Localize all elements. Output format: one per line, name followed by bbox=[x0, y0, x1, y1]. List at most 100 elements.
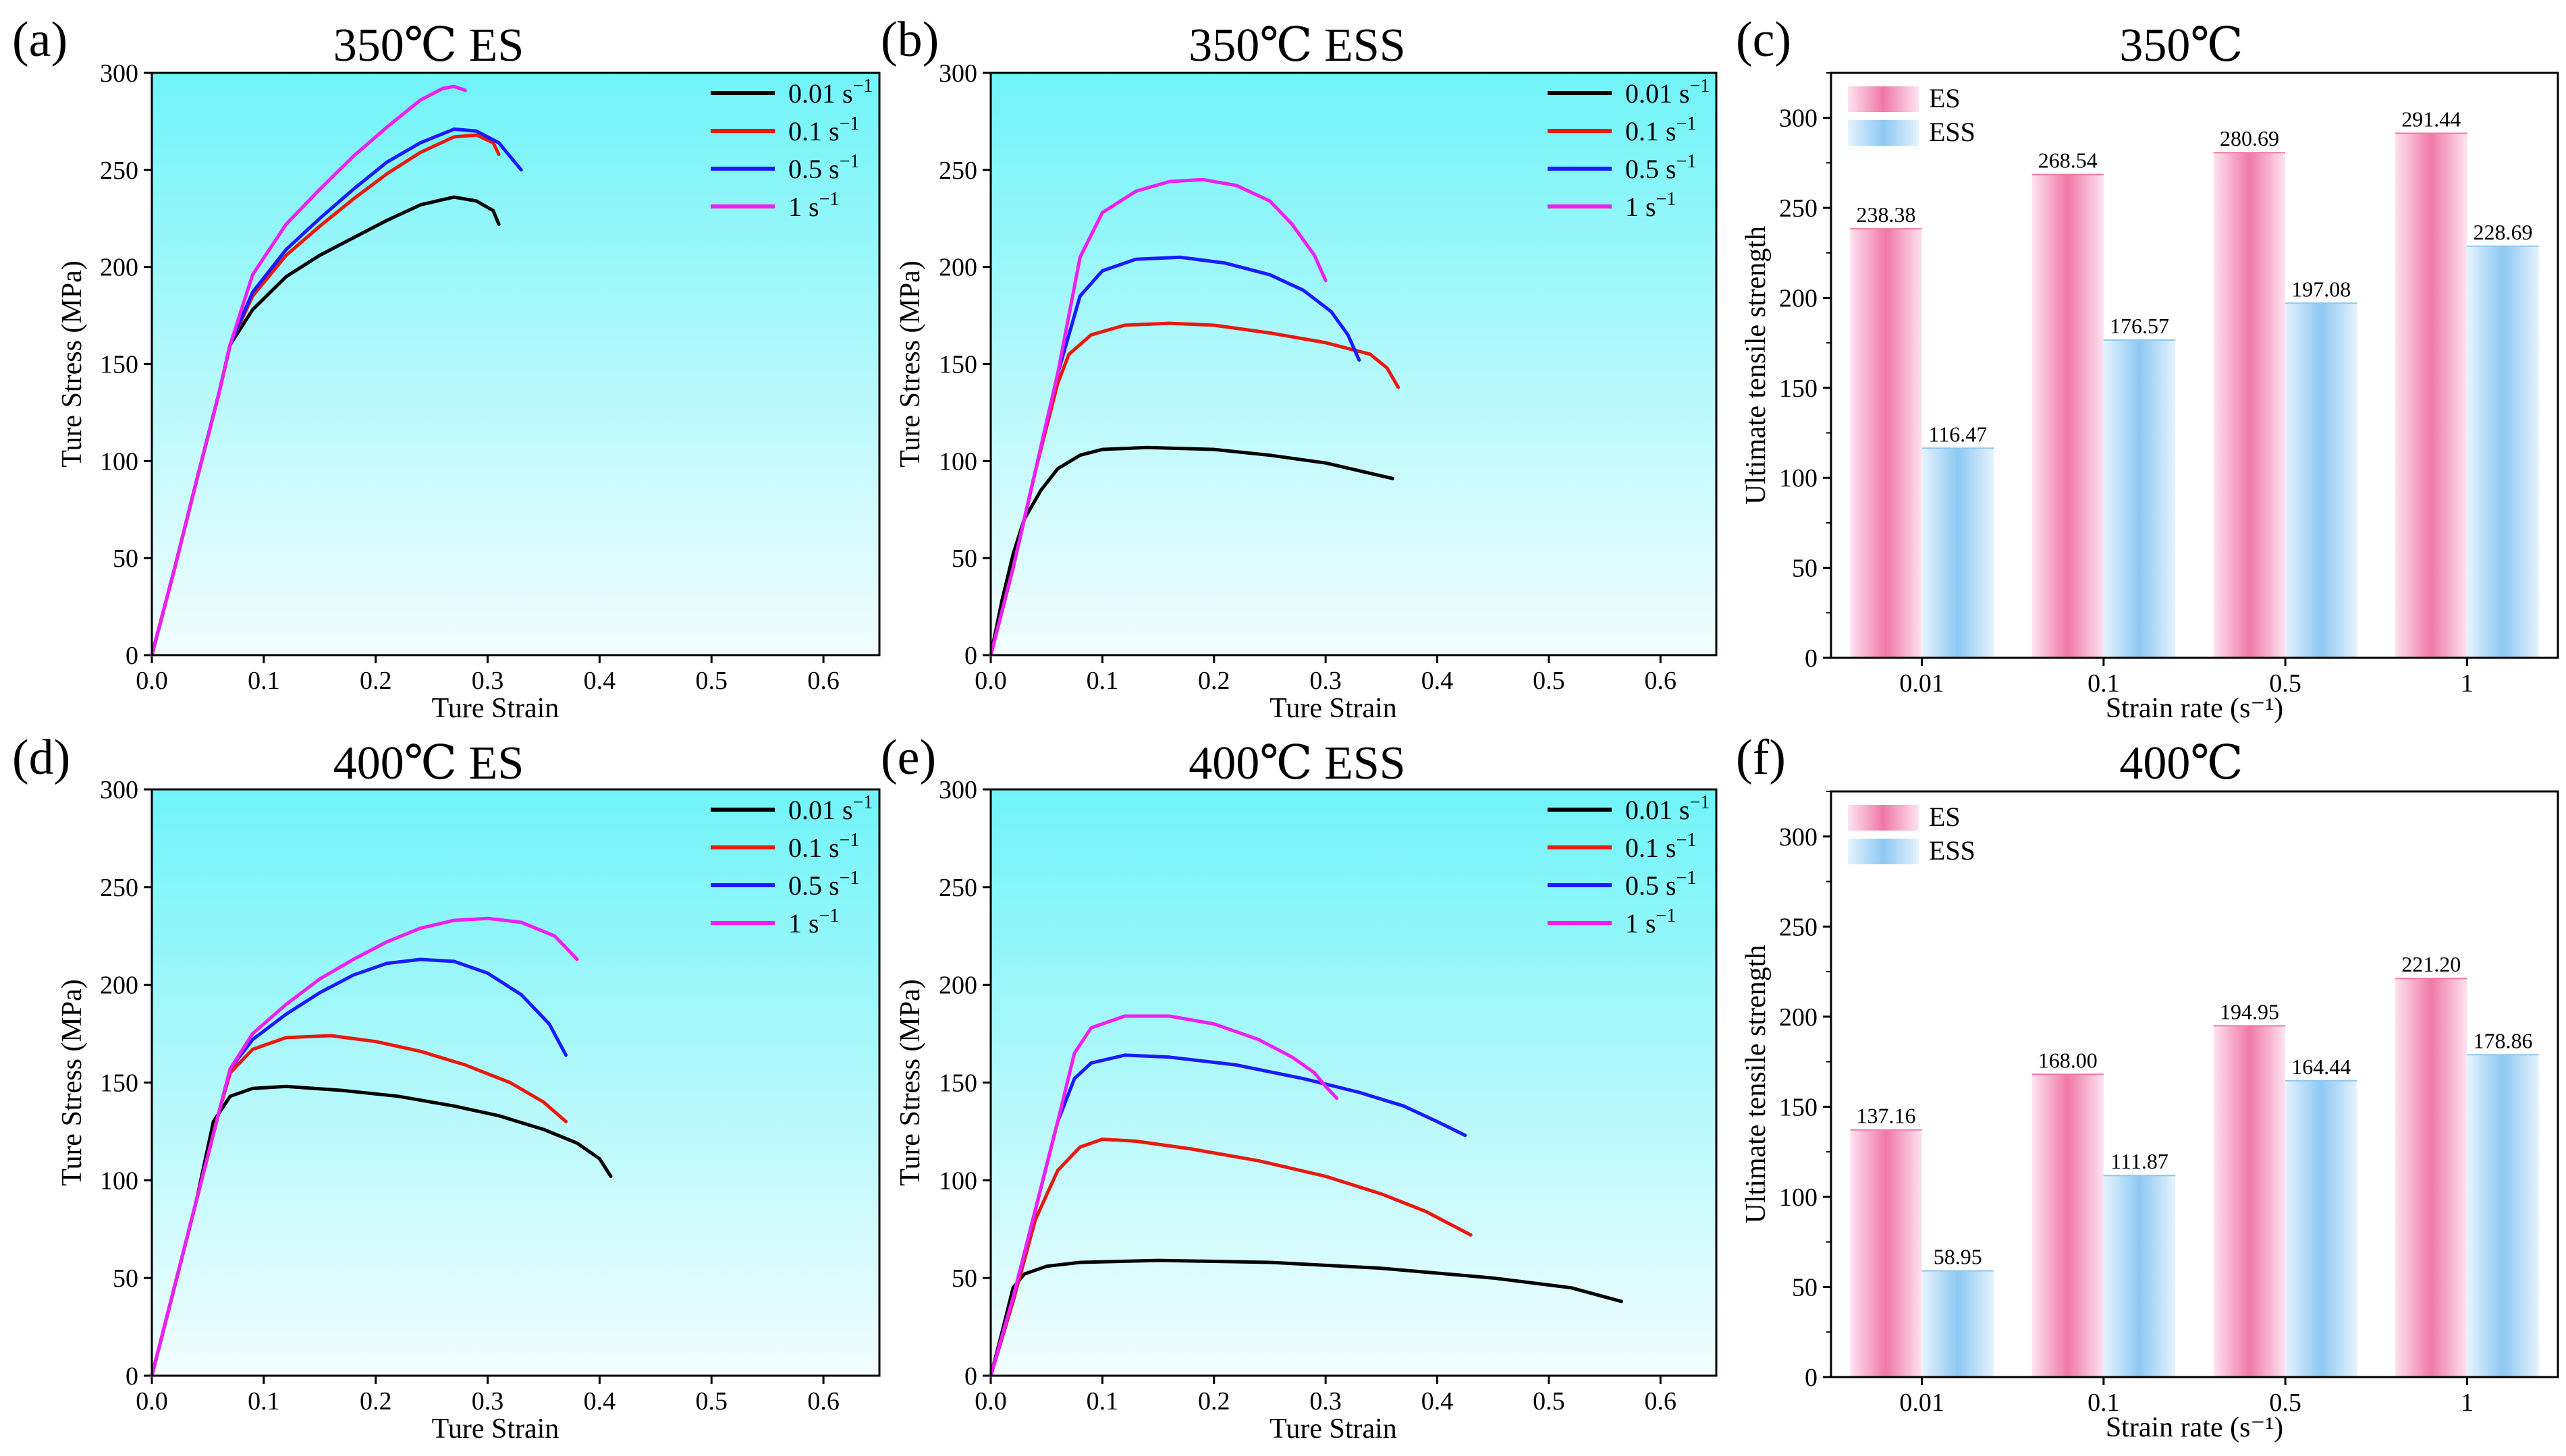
plot-background bbox=[152, 789, 879, 1376]
x-axis-label: Ture Strain bbox=[432, 1413, 559, 1445]
x-tick-label: 0.1 bbox=[2087, 1389, 2120, 1417]
bar-ESS-1 bbox=[2467, 1055, 2539, 1377]
y-tick-label: 50 bbox=[1792, 555, 1818, 583]
x-tick-label: 0.5 bbox=[695, 667, 728, 695]
data-label: 137.16 bbox=[1856, 1104, 1915, 1128]
x-tick-label: 0.01 bbox=[1899, 669, 1944, 698]
x-tick-label: 0.0 bbox=[975, 667, 1007, 695]
y-axis-label: Ture Stress (MPa) bbox=[57, 260, 88, 467]
legend-label: 0.01 s−1 bbox=[1625, 76, 1710, 109]
panel-b: (b) 350℃ ESS 0 50 100 150 200 250 300 0.0 0.1 0.2 0.… bbox=[881, 12, 1718, 724]
legend-label: 0.01 s−1 bbox=[788, 76, 873, 109]
bar-ES-0.1 bbox=[2031, 1074, 2104, 1377]
panel-label: (a) bbox=[12, 12, 67, 67]
plot-frame bbox=[151, 72, 881, 656]
x-axis-label: Ture Strain bbox=[1270, 693, 1397, 724]
x-tick-label: 0.3 bbox=[472, 667, 504, 695]
y-tick-label: 200 bbox=[100, 254, 138, 282]
panel-label: (d) bbox=[12, 730, 70, 785]
panel-label: (c) bbox=[1736, 12, 1791, 67]
x-tick-label: 0.6 bbox=[807, 1387, 840, 1416]
y-tick-label: 100 bbox=[939, 447, 977, 476]
y-tick-label: 300 bbox=[1779, 823, 1818, 851]
bar-ES-1 bbox=[2395, 133, 2467, 658]
y-tick-label: 250 bbox=[939, 874, 977, 902]
x-tick-label: 0.4 bbox=[584, 667, 616, 695]
y-axis-label: Ture Stress (MPa) bbox=[895, 979, 926, 1185]
x-tick-label: 0.1 bbox=[248, 1387, 280, 1416]
bar-ES-0.1 bbox=[2031, 174, 2104, 658]
x-tick-label: 0.1 bbox=[1087, 667, 1119, 695]
data-label: 168.00 bbox=[2038, 1048, 2098, 1072]
bar-ES-1 bbox=[2395, 978, 2467, 1377]
x-tick-label: 0.0 bbox=[975, 1387, 1007, 1416]
chart-title: 350℃ bbox=[2119, 20, 2243, 72]
series-line-1 bbox=[150, 916, 579, 1378]
x-tick-label: 0.0 bbox=[136, 667, 168, 695]
y-tick-label: 250 bbox=[939, 157, 977, 185]
y-tick-label: 150 bbox=[939, 351, 977, 379]
data-label: 116.47 bbox=[1928, 422, 1987, 446]
y-tick-label: 150 bbox=[100, 1069, 138, 1098]
y-tick-label: 200 bbox=[1779, 1003, 1818, 1032]
x-tick-label: 0.4 bbox=[1421, 667, 1454, 695]
x-tick-label: 0.6 bbox=[1645, 1387, 1677, 1416]
bar-ESS-0.1 bbox=[2103, 1175, 2176, 1377]
y-tick-label: 100 bbox=[100, 1167, 138, 1195]
legend-label: 0.1 s−1 bbox=[1625, 113, 1696, 146]
panel-a: (a) 350℃ ES 0 50 100 150 200 250 300 0.0 0.1 0.2 0.3… bbox=[12, 12, 881, 724]
data-label: 280.69 bbox=[2220, 126, 2279, 150]
legend-label: ES bbox=[1929, 802, 1961, 832]
x-tick-label: 0.5 bbox=[2269, 1389, 2301, 1417]
y-tick-label: 150 bbox=[939, 1069, 977, 1098]
data-label: 291.44 bbox=[2401, 107, 2461, 132]
bar-ESS-0.01 bbox=[1921, 448, 1994, 658]
data-label: 111.87 bbox=[2110, 1149, 2168, 1173]
panel-c: (c) 350℃ 0 50 100 150 200 250 300 0.01 238.38 116.4… bbox=[1736, 12, 2559, 724]
chart-title: 350℃ ESS bbox=[1189, 20, 1405, 72]
legend-label: 0.1 s−1 bbox=[1625, 830, 1696, 863]
series-line-1 bbox=[989, 177, 1328, 657]
x-tick-label: 0.1 bbox=[248, 667, 280, 695]
data-label: 197.08 bbox=[2291, 277, 2351, 301]
bar-ES-0.01 bbox=[1850, 229, 1922, 658]
x-tick-label: 0.4 bbox=[1421, 1387, 1454, 1416]
x-tick-label: 0.4 bbox=[584, 1387, 616, 1416]
x-axis-label: Strain rate (s⁻¹) bbox=[2106, 1412, 2283, 1443]
panel-label: (e) bbox=[881, 730, 936, 785]
x-tick-label: 0.1 bbox=[1087, 1387, 1119, 1416]
y-tick-label: 50 bbox=[952, 1264, 977, 1293]
plot-frame bbox=[151, 788, 881, 1377]
y-tick-label: 100 bbox=[939, 1167, 977, 1195]
y-tick-label: 250 bbox=[100, 157, 138, 185]
panel-d: (d) 400℃ ES 0 50 100 150 200 250 300 0.0 0.1 0.2 0.3… bbox=[12, 730, 881, 1445]
legend-label: 0.5 s−1 bbox=[1625, 868, 1696, 901]
data-label: 164.44 bbox=[2291, 1055, 2351, 1079]
legend-label: 1 s−1 bbox=[1625, 905, 1676, 939]
panel-label: (f) bbox=[1736, 730, 1786, 785]
y-tick-label: 200 bbox=[939, 972, 977, 1000]
x-tick-label: 0.5 bbox=[1533, 1387, 1565, 1416]
data-label: 228.69 bbox=[2474, 220, 2533, 244]
bar-ES-0.5 bbox=[2213, 152, 2286, 658]
series-line-1 bbox=[989, 1014, 1339, 1378]
x-tick-label: 0.6 bbox=[807, 667, 840, 695]
plot-frame bbox=[989, 72, 1718, 656]
y-tick-label: 150 bbox=[100, 351, 138, 379]
panel-e: (e) 400℃ ESS 0 50 100 150 200 250 300 0.0 0.1 0.2 0.… bbox=[881, 730, 1718, 1445]
bar-ESS-1 bbox=[2467, 246, 2539, 659]
legend-label: 0.1 s−1 bbox=[788, 113, 859, 146]
y-tick-label: 200 bbox=[100, 972, 138, 1000]
x-tick-label: 1 bbox=[2461, 669, 2474, 698]
series-line-1 bbox=[150, 84, 467, 657]
legend-swatch bbox=[1848, 120, 1919, 146]
x-tick-label: 0.2 bbox=[1198, 667, 1230, 695]
chart-title: 350℃ ES bbox=[333, 20, 524, 72]
y-tick-label: 0 bbox=[126, 1362, 138, 1391]
series-line-0.01 bbox=[989, 445, 1394, 657]
x-tick-label: 0.6 bbox=[1645, 667, 1677, 695]
x-axis-label: Ture Strain bbox=[1270, 1413, 1397, 1445]
plot-background bbox=[991, 73, 1716, 655]
x-axis-label: Strain rate (s⁻¹) bbox=[2106, 693, 2283, 724]
